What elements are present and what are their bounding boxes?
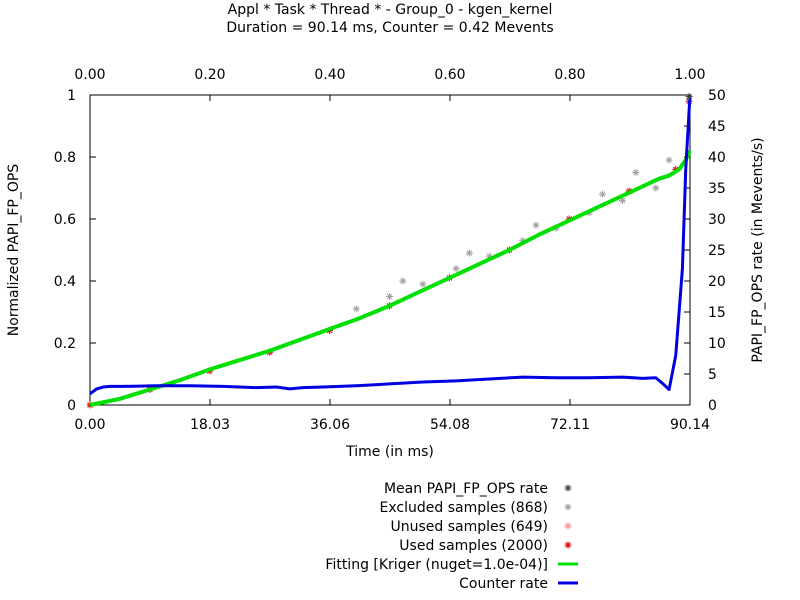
legend-item-unused-samples-649: Unused samples (649) xyxy=(390,519,572,535)
data-series xyxy=(86,93,693,409)
x-tick-label: 72.11 xyxy=(550,417,590,433)
marker-stroke xyxy=(686,93,692,100)
marker-stroke xyxy=(400,278,406,284)
legend-item-fitting-kriger-nuget-1-0e-04: Fitting [Kriger (nuget=1.0e-04)] xyxy=(325,557,578,573)
point-excluded-samples-868 xyxy=(652,184,660,192)
legend-swatch xyxy=(564,522,572,530)
marker-stroke xyxy=(419,281,426,287)
x-tick-label: 54.08 xyxy=(430,417,470,433)
y2-tick-label: 50 xyxy=(708,88,726,104)
y2-tick-label: 40 xyxy=(708,150,726,166)
point-excluded-samples-868 xyxy=(532,221,540,229)
x-axis-label: Time (in ms) xyxy=(345,444,434,460)
marker-stroke xyxy=(565,485,571,491)
point-excluded-samples-868 xyxy=(619,196,627,204)
point-excluded-samples-868 xyxy=(399,277,407,285)
point-excluded-samples-868 xyxy=(419,280,427,288)
point-excluded-samples-868 xyxy=(386,293,394,300)
point-excluded-samples-868 xyxy=(665,156,673,164)
point-mean-papi-fp-ops-rate xyxy=(685,93,693,101)
series-fitting-kriger-nuget-1-0e-04 xyxy=(89,149,692,407)
legend-item-counter-rate: Counter rate xyxy=(459,576,578,592)
legend-swatch xyxy=(564,503,572,511)
chart-title: Appl * Task * Thread * - Group_0 - kgen_… xyxy=(228,2,553,18)
marker-stroke xyxy=(632,169,639,176)
legend-item-used-samples-2000: Used samples (2000) xyxy=(399,538,572,554)
y2-tick-label: 35 xyxy=(708,181,726,197)
marker-stroke xyxy=(453,265,459,272)
legend-item-excluded-samples-868: Excluded samples (868) xyxy=(380,500,572,516)
line-fitting-kriger-nuget-1-0e-04 xyxy=(89,149,692,407)
y2-tick-label: 20 xyxy=(708,274,726,290)
legend-label: Excluded samples (868) xyxy=(380,500,548,516)
series-excluded-samples-868 xyxy=(352,156,673,313)
x2-tick-label: 0.40 xyxy=(314,67,345,83)
y-tick-label: 0.6 xyxy=(54,212,76,228)
marker-stroke xyxy=(619,197,626,204)
legend-label: Counter rate xyxy=(459,576,548,592)
point-excluded-samples-868 xyxy=(632,169,640,176)
x-tick-label: 18.03 xyxy=(190,417,230,433)
marker-stroke xyxy=(565,504,571,510)
y2-axis-label: PAPI_FP_OPS rate (in Mevents/s) xyxy=(750,137,766,362)
marker-stroke xyxy=(466,250,473,256)
marker-stroke xyxy=(533,222,539,229)
point-excluded-samples-868 xyxy=(465,249,473,257)
y2-tick-label: 5 xyxy=(708,367,717,383)
marker-stroke xyxy=(386,293,393,300)
x2-tick-label: 0.00 xyxy=(74,67,105,83)
marker-stroke xyxy=(666,157,672,163)
x2-tick-label: 1.00 xyxy=(674,67,705,83)
legend-item-mean-papi-fp-ops-rate: Mean PAPI_FP_OPS rate xyxy=(384,481,572,497)
legend-swatch xyxy=(564,484,572,492)
x-tick-label: 36.06 xyxy=(310,417,350,433)
series-counter-rate xyxy=(89,94,692,396)
y2-tick-label: 45 xyxy=(708,119,726,135)
legend-swatch xyxy=(564,541,572,549)
y-tick-label: 0 xyxy=(67,398,76,414)
legend-label: Used samples (2000) xyxy=(399,538,548,554)
point-excluded-samples-868 xyxy=(352,305,360,313)
point-excluded-samples-868 xyxy=(599,190,607,198)
series-used-samples-2000 xyxy=(86,97,693,409)
y2-tick-label: 30 xyxy=(708,212,726,228)
y2-tick-label: 25 xyxy=(708,243,726,259)
x-tick-label: 90.14 xyxy=(670,417,710,433)
x2-tick-label: 0.80 xyxy=(554,67,585,83)
legend-label: Unused samples (649) xyxy=(390,519,548,535)
marker-stroke xyxy=(353,306,360,312)
marker-stroke xyxy=(652,185,659,191)
y2-tick-label: 10 xyxy=(708,336,726,352)
chart-subtitle: Duration = 90.14 ms, Counter = 0.42 Meve… xyxy=(226,20,553,36)
y-tick-label: 0.4 xyxy=(54,274,76,290)
y-tick-label: 0.2 xyxy=(54,336,76,352)
y-tick-label: 1 xyxy=(67,88,76,104)
x-tick-label: 0.00 xyxy=(74,417,105,433)
legend-label: Mean PAPI_FP_OPS rate xyxy=(384,481,548,497)
legend: Mean PAPI_FP_OPS rate Excluded samples (8… xyxy=(325,481,578,592)
series-mean-papi-fp-ops-rate xyxy=(685,93,693,101)
y-axis-label: Normalized PAPI_FP_OPS xyxy=(6,164,22,336)
marker-stroke xyxy=(565,523,571,529)
x2-tick-label: 0.20 xyxy=(194,67,225,83)
y2-tick-label: 0 xyxy=(708,398,717,414)
chart-titles: Appl * Task * Thread * - Group_0 - kgen_… xyxy=(226,2,553,36)
plot-border xyxy=(89,94,691,406)
marker-stroke xyxy=(486,253,493,260)
legend-label: Fitting [Kriger (nuget=1.0e-04)] xyxy=(325,557,548,573)
marker-stroke xyxy=(565,542,571,548)
y2-tick-label: 15 xyxy=(708,305,726,321)
x2-tick-label: 0.60 xyxy=(434,67,465,83)
point-excluded-samples-868 xyxy=(452,265,460,273)
y-tick-label: 0.8 xyxy=(54,150,76,166)
line-counter-rate xyxy=(89,94,692,396)
axis-ticks: 0.00 18.03 36.06 54.08 72.11 90.140.00 0.20 0.4… xyxy=(54,67,726,433)
marker-stroke xyxy=(599,191,606,198)
